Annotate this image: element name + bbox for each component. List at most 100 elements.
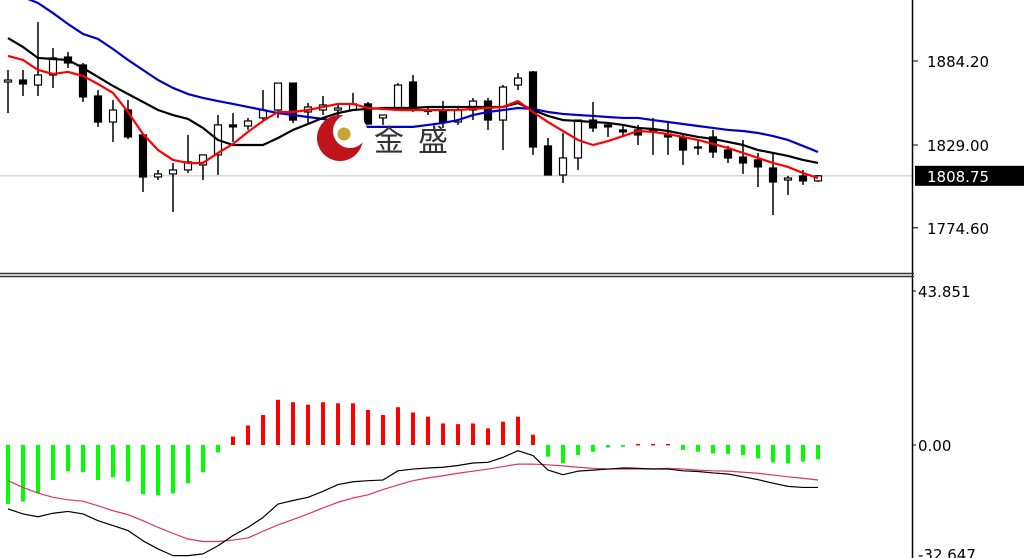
macd-histogram-bar (621, 445, 625, 447)
candle-body (618, 129, 628, 133)
macd-tick-label: -32.647 (918, 546, 976, 558)
macd-histogram-bar (351, 403, 355, 445)
macd-histogram-bar (231, 436, 235, 445)
candle-body (813, 175, 823, 182)
candle (123, 99, 133, 139)
candle (783, 175, 793, 195)
candle-body (123, 109, 133, 138)
macd-histogram-bar (186, 445, 190, 484)
macd-histogram-bar (696, 445, 700, 452)
candle (108, 99, 118, 142)
macd-line (7, 450, 818, 557)
candle-body (753, 159, 763, 168)
macd-histogram-bar (321, 402, 325, 445)
candle-body (18, 79, 28, 85)
candle (378, 114, 388, 125)
current-price-label: 1808.75 (927, 168, 989, 186)
price-panel[interactable] (0, 0, 912, 216)
ma-slow-line (27, 0, 819, 154)
macd-histogram-bar (36, 445, 40, 494)
candle (558, 132, 568, 184)
ma-mid-line (7, 37, 819, 165)
candle (228, 113, 238, 142)
macd-panel[interactable] (6, 399, 820, 557)
candle (168, 162, 178, 212)
candle (603, 122, 613, 137)
macd-histogram-bar (486, 428, 490, 445)
candle-body (603, 124, 613, 128)
candle-body (333, 107, 343, 111)
candle-body (723, 149, 733, 159)
candle (498, 85, 508, 151)
candle-body (93, 95, 103, 123)
candle-body (393, 84, 403, 111)
macd-histogram-bar (276, 399, 280, 445)
macd-histogram-bar (501, 421, 505, 445)
candle-body (558, 157, 568, 176)
candle (408, 75, 418, 112)
candle (153, 169, 163, 181)
macd-histogram-bar (21, 445, 25, 502)
macd-histogram-bar (336, 403, 340, 445)
logo-crescent-cutout (333, 114, 367, 148)
macd-histogram-bar (306, 404, 310, 445)
macd-histogram-bar (456, 424, 460, 445)
macd-histogram-bar (81, 445, 85, 473)
price-tick-label: 1774.60 (927, 220, 989, 238)
candle (648, 117, 658, 155)
macd-histogram-bar (651, 443, 655, 446)
candle (303, 103, 313, 125)
macd-histogram-bar (531, 434, 535, 445)
macd-histogram-bar (741, 445, 745, 455)
macd-signal-line (7, 463, 819, 543)
macd-histogram-bar (516, 416, 520, 445)
candle (618, 124, 628, 137)
macd-histogram-bar (546, 445, 550, 457)
candle-body (498, 86, 508, 121)
price-tick-label: 1829.00 (927, 137, 989, 155)
macd-histogram-bar (561, 445, 565, 464)
candle-body (108, 109, 118, 123)
macd-histogram-bar (141, 445, 145, 495)
candle-body (438, 109, 448, 123)
candle (138, 132, 148, 193)
candle (78, 62, 88, 102)
candle-body (78, 64, 88, 98)
candle (3, 69, 13, 114)
macd-histogram-bar (771, 445, 775, 463)
candle-body (678, 137, 688, 151)
candle (93, 90, 103, 127)
candle (243, 117, 253, 130)
candle-body (798, 175, 808, 182)
macd-histogram-bar (171, 445, 175, 494)
candle-body (783, 177, 793, 181)
candle-body (378, 114, 388, 119)
macd-histogram-bar (51, 445, 55, 480)
candle-body (588, 119, 598, 129)
candle (573, 119, 583, 170)
current-price-label-box (915, 165, 1024, 186)
ma-fast-line (7, 54, 819, 180)
candle (348, 92, 358, 111)
macd-histogram-bar (6, 445, 10, 505)
macd-histogram-bar (291, 402, 295, 445)
candle (513, 73, 523, 91)
macd-histogram-bar (471, 423, 475, 445)
candle (663, 122, 673, 155)
candle-body (768, 167, 778, 183)
candle-body (33, 74, 43, 86)
candle-body (693, 146, 703, 149)
macd-histogram-bar (396, 407, 400, 445)
candle-body (738, 156, 748, 164)
macd-histogram-bar (111, 445, 115, 478)
macd-histogram-bar (576, 445, 580, 455)
macd-histogram-bar (636, 443, 640, 446)
macd-histogram-bar (756, 445, 760, 459)
macd-histogram-bar (711, 445, 715, 454)
watermark-logo: 金盛 (317, 114, 448, 161)
macd-histogram-bar (201, 445, 205, 473)
candle (213, 115, 223, 175)
candle (693, 139, 703, 155)
